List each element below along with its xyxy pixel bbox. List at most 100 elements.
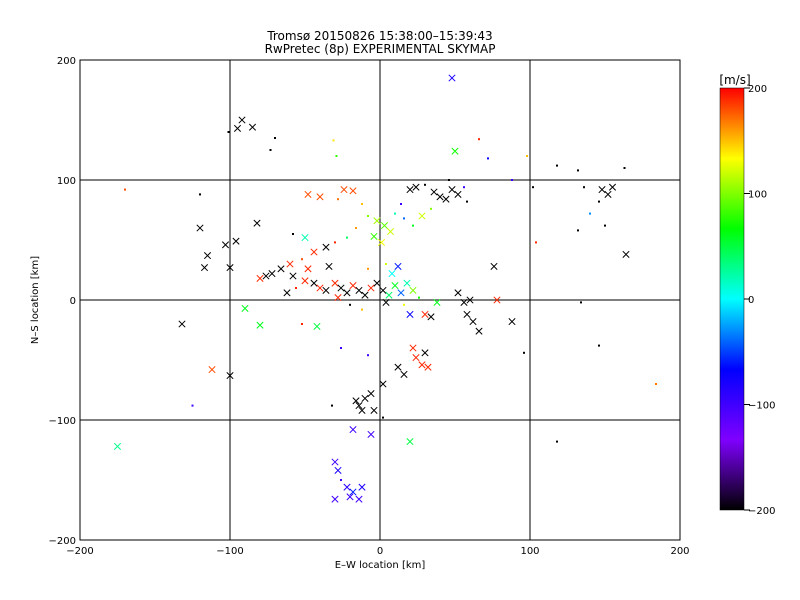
echo-dot-marker [367, 215, 369, 217]
colorbar [719, 87, 745, 511]
echo-cross-marker [382, 298, 390, 306]
echo-cross-marker [343, 483, 351, 491]
echo-cross-marker [226, 372, 234, 380]
echo-dot-marker [463, 186, 465, 189]
echo-cross-marker [346, 493, 354, 501]
echo-cross-marker [340, 186, 348, 194]
echo-dot-marker [301, 258, 303, 261]
echo-dot-marker [394, 212, 396, 215]
echo-cross-marker [421, 349, 429, 357]
echo-cross-marker [322, 243, 330, 251]
x-tick-label: 100 [520, 546, 539, 557]
echo-cross-marker [200, 264, 209, 272]
echo-cross-marker [221, 241, 230, 249]
echo-cross-marker [430, 188, 438, 196]
echo-cross-marker [226, 264, 234, 272]
echo-dot-marker [577, 229, 579, 232]
echo-cross-marker [493, 296, 501, 304]
echo-dot-marker [523, 351, 525, 354]
echo-dot-marker [466, 200, 468, 203]
echo-cross-marker [349, 282, 357, 290]
echo-cross-marker [331, 458, 339, 466]
x-axis-label: E–W location [km] [335, 560, 426, 571]
echo-cross-marker [394, 363, 402, 371]
echo-dot-marker [367, 267, 369, 270]
echo-dot-marker [334, 241, 336, 244]
echo-dot-marker [340, 479, 342, 481]
echo-cross-marker [349, 488, 357, 496]
echo-cross-marker [301, 277, 309, 285]
colorbar-tick-label: 100 [748, 190, 767, 201]
colorbar-tick-label: −200 [748, 506, 775, 517]
echo-cross-marker [433, 298, 441, 306]
echo-dot-marker [580, 301, 582, 304]
echo-dot-marker [583, 186, 585, 189]
echo-cross-marker [370, 406, 378, 414]
echo-dot-marker [604, 224, 606, 227]
echo-cross-marker [325, 262, 333, 270]
data-points [113, 74, 657, 503]
echo-cross-marker [379, 380, 387, 388]
echo-cross-marker [304, 190, 312, 198]
echo-dot-marker [598, 344, 600, 347]
echo-cross-marker [334, 294, 342, 302]
echo-cross-marker [361, 291, 369, 299]
echo-cross-marker [331, 279, 339, 287]
echo-dot-marker [349, 303, 351, 306]
echo-cross-marker [508, 318, 516, 326]
y-tick-label: −200 [49, 536, 76, 547]
echo-cross-marker [367, 390, 375, 398]
echo-cross-marker [232, 237, 240, 245]
echo-cross-marker [373, 217, 381, 225]
echo-cross-marker [203, 252, 212, 260]
echo-cross-marker [334, 466, 342, 474]
echo-cross-marker [490, 262, 498, 270]
echo-dot-marker [227, 131, 230, 133]
echo-dot-marker [292, 233, 294, 235]
echo-cross-marker [463, 310, 471, 318]
echo-cross-marker [466, 296, 474, 304]
x-tick-label: 0 [377, 546, 383, 557]
echo-cross-marker [304, 265, 312, 273]
echo-dot-marker [335, 155, 338, 157]
echo-cross-marker [403, 279, 411, 287]
echo-dot-marker [340, 347, 342, 349]
echo-cross-marker [316, 284, 324, 292]
echo-cross-marker [427, 313, 435, 321]
echo-cross-marker [331, 495, 339, 503]
echo-cross-marker [355, 286, 363, 294]
echo-cross-marker [409, 286, 417, 294]
echo-cross-marker [262, 272, 270, 280]
echo-dot-marker [623, 167, 626, 169]
echo-cross-marker [286, 260, 294, 268]
echo-cross-marker [367, 430, 375, 438]
echo-dot-marker [355, 227, 357, 229]
echo-cross-marker [598, 186, 606, 194]
echo-dot-marker [382, 416, 384, 419]
chart-title: Tromsø 20150826 15:38:00–15:39:43 [266, 29, 492, 43]
echo-dot-marker [487, 157, 489, 160]
colorbar-tick-label: −100 [748, 401, 775, 412]
echo-cross-marker [277, 265, 285, 273]
echo-cross-marker [358, 483, 366, 491]
echo-cross-marker [248, 123, 257, 131]
echo-dot-marker [511, 179, 513, 181]
echo-cross-marker [448, 186, 456, 194]
echo-cross-marker [283, 289, 291, 297]
echo-cross-marker [409, 344, 417, 352]
echo-cross-marker [352, 397, 360, 405]
echo-cross-marker [358, 406, 366, 414]
echo-cross-marker [608, 183, 617, 191]
echo-cross-marker [113, 442, 122, 450]
echo-dot-marker [191, 404, 194, 407]
y-tick-label: 200 [57, 56, 76, 67]
echo-dot-marker [269, 149, 272, 151]
echo-cross-marker [196, 224, 204, 232]
echo-cross-marker [454, 190, 462, 198]
echo-cross-marker [418, 212, 426, 220]
echo-cross-marker [385, 291, 393, 299]
colorbar-tick-label: 0 [748, 295, 754, 306]
echo-dot-marker [400, 203, 402, 205]
echo-dot-marker [577, 169, 579, 172]
